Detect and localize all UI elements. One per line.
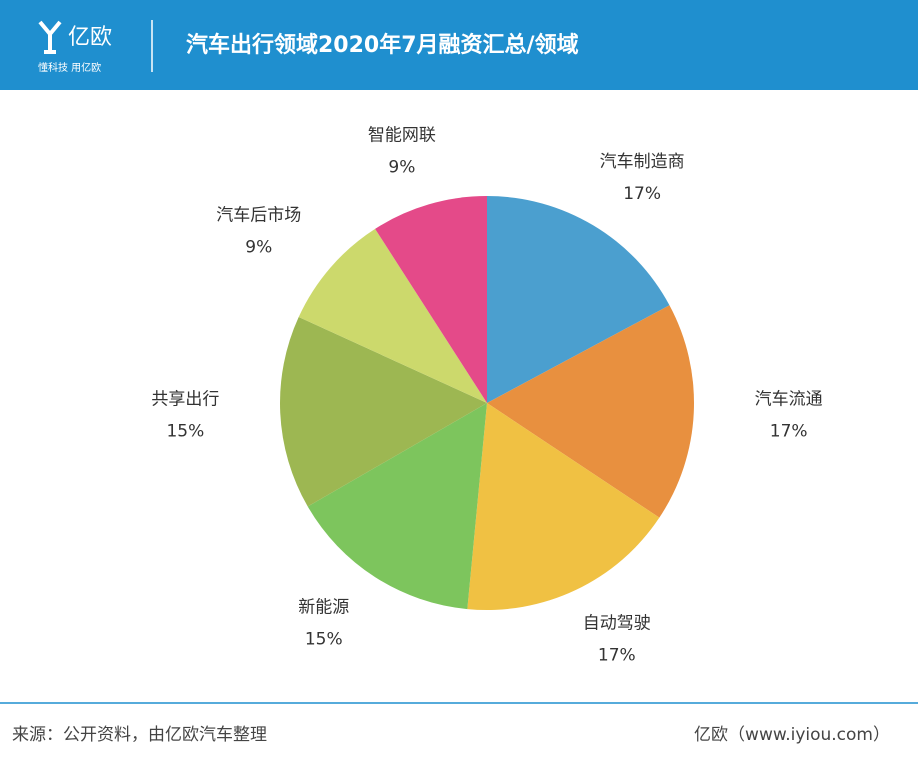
pie-slice [467, 403, 660, 610]
pie-slice [487, 196, 670, 403]
pie-slice [375, 196, 487, 403]
site: 亿欧（www.iyiou.com） [694, 725, 890, 745]
slice-label: 汽车后市场 [216, 205, 301, 225]
value-label: 17% [598, 646, 636, 666]
pie-slice [487, 305, 694, 518]
header-bar [0, 0, 918, 90]
logo-icon [38, 20, 62, 54]
slice-label: 汽车制造商 [600, 152, 685, 172]
slice-label: 共享出行 [151, 389, 219, 409]
slogan: 懂科技 用亿欧 [38, 61, 101, 74]
slice-label: 汽车流通 [755, 389, 823, 409]
value-label: 9% [388, 158, 415, 178]
value-label: 15% [166, 421, 204, 441]
pie-slice [307, 403, 487, 610]
slice-label: 新能源 [298, 597, 349, 617]
value-label: 15% [305, 629, 343, 649]
source: 来源：公开资料，由亿欧汽车整理 [12, 725, 267, 745]
value-label: 17% [770, 421, 808, 441]
chart-title: 汽车出行领域2020年7月融资汇总/领域 [186, 32, 579, 58]
slice-label: 自动驾驶 [583, 614, 651, 634]
logo-text: 亿欧 [68, 25, 112, 50]
value-label: 9% [245, 237, 272, 257]
pie-slice [298, 228, 487, 403]
slice-label: 智能网联 [368, 126, 436, 146]
pie-slice [279, 317, 487, 507]
value-label: 17% [623, 184, 661, 204]
